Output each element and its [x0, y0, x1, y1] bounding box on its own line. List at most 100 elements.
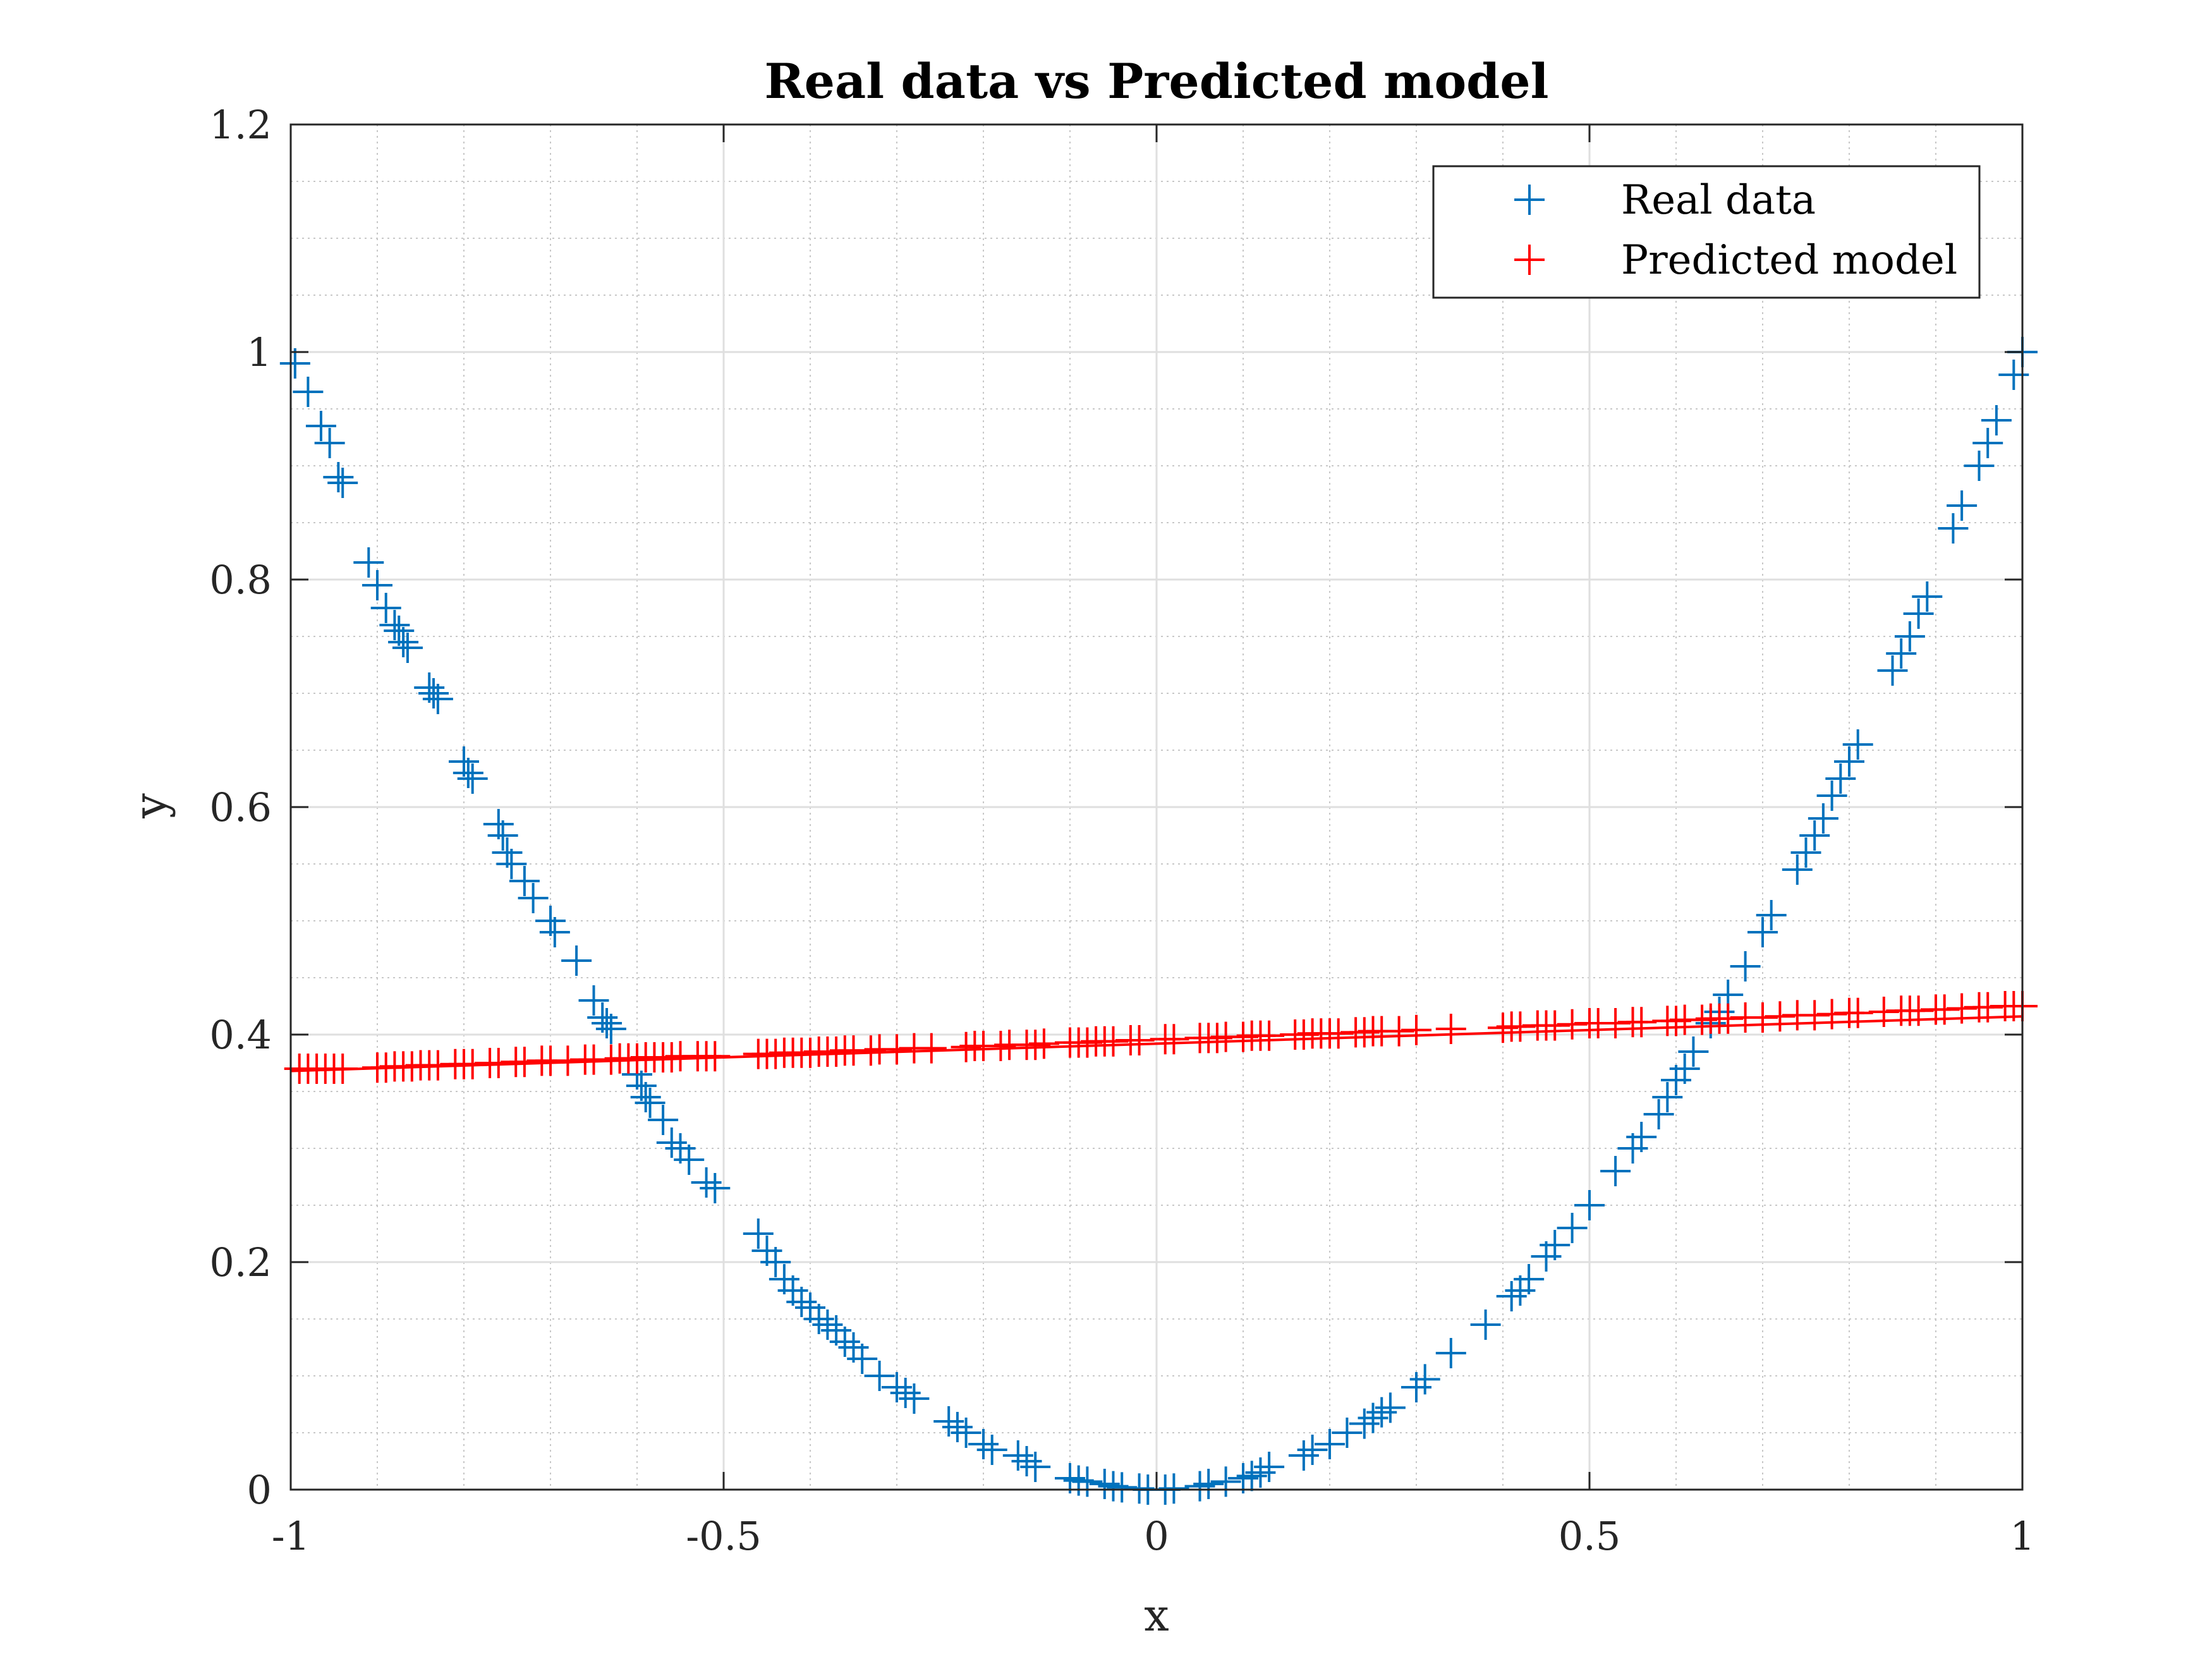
y-tick-label: 0.8 [209, 557, 272, 603]
real-data-point [786, 1287, 817, 1317]
real-data-point [1349, 1408, 1380, 1439]
x-tick-label: 1 [2010, 1513, 2034, 1559]
real-data-point [976, 1435, 1007, 1465]
real-data-point [592, 1008, 623, 1038]
y-tick-label: 0.4 [209, 1012, 272, 1058]
real-data-point [803, 1304, 834, 1334]
real-data-point [1834, 746, 1864, 777]
real-data-point [1964, 451, 1995, 481]
real-data-point [847, 1344, 878, 1374]
real-data-point [1401, 1372, 1431, 1402]
real-data-point [1011, 1446, 1042, 1476]
real-data-point [1245, 1457, 1276, 1488]
real-data-point [1756, 900, 1787, 930]
real-data-point [509, 866, 540, 896]
real-data-point [1894, 621, 1925, 652]
real-data-point [1366, 1397, 1397, 1428]
predicted-model-point [1401, 1014, 1431, 1045]
real-data-point [656, 1127, 687, 1158]
real-data-point [864, 1361, 895, 1391]
real-data-point [691, 1167, 722, 1198]
real-data-point [1574, 1190, 1605, 1220]
real-data-point [353, 547, 384, 578]
real-data-point [1747, 917, 1778, 947]
real-data-point [1236, 1461, 1267, 1492]
predicted-model-point [700, 1041, 731, 1072]
y-tick-label: 1.2 [209, 102, 272, 148]
real-data-point [1332, 1418, 1363, 1448]
real-data-point [1297, 1435, 1328, 1465]
real-data-point [1055, 1463, 1085, 1493]
y-tick-label: 0 [247, 1467, 272, 1513]
real-data-point [518, 883, 549, 913]
legend-box [1432, 165, 1981, 299]
real-data-point [487, 820, 518, 851]
predicted-model-point [1254, 1020, 1285, 1051]
real-data-point [1002, 1440, 1033, 1471]
predicted-model-point [327, 1054, 358, 1084]
real-data-point [968, 1429, 999, 1459]
real-data-point [1998, 360, 2029, 390]
real-data-point [1947, 490, 1978, 521]
real-data-point [1228, 1463, 1258, 1493]
chart-title: Real data vs Predicted model [764, 53, 1548, 109]
legend: Real data Predicted model [1432, 165, 1981, 299]
real-data-point [1816, 781, 1847, 811]
real-data-point [539, 917, 570, 947]
real-data-point [1210, 1466, 1241, 1497]
real-data-point [1842, 729, 1873, 760]
real-data-point [1193, 1469, 1224, 1499]
y-tick-label: 1 [247, 329, 272, 375]
x-tick-label: -1 [272, 1513, 310, 1559]
real-data-point [496, 849, 527, 879]
real-data-point [388, 627, 419, 657]
predicted-model-series [284, 991, 2038, 1084]
real-data-point [1315, 1429, 1345, 1459]
x-tick-labels: -1 -0.5 0 0.5 1 [272, 1513, 2035, 1559]
real-data-point [1808, 803, 1838, 834]
real-data-point [812, 1310, 843, 1340]
real-data-point [1903, 599, 1934, 629]
real-data-point [392, 633, 423, 663]
legend-item-predicted-model: Predicted model [1514, 237, 1957, 284]
real-data-point [578, 985, 609, 1016]
y-tick-label: 0.6 [209, 784, 272, 830]
legend-label-real-data: Real data [1621, 177, 1816, 224]
real-data-point [1886, 638, 1917, 669]
real-data-point [899, 1383, 930, 1414]
real-data-point [1288, 1440, 1319, 1471]
real-data-point [648, 1105, 679, 1135]
real-data-point [1089, 1469, 1120, 1499]
axis-ticks [289, 123, 2024, 1491]
real-data-point [293, 377, 324, 407]
predicted-model-point [1028, 1028, 1059, 1059]
real-data-point [630, 1082, 661, 1112]
y-tick-labels: 0 0.2 0.4 0.6 0.8 1 1.2 [209, 102, 272, 1513]
real-data-point [1972, 428, 2003, 458]
real-data-point [890, 1378, 921, 1408]
real-data-point [1496, 1281, 1527, 1311]
x-tick-label: -0.5 [686, 1513, 762, 1559]
real-data-point [942, 1412, 973, 1442]
real-data-point [882, 1372, 912, 1402]
real-data-point [1678, 1036, 1709, 1067]
y-axis-label: y [125, 793, 176, 819]
real-data-point [1184, 1471, 1215, 1502]
real-data-point [370, 593, 401, 623]
real-data-point [1825, 763, 1856, 794]
real-data-point [595, 1014, 626, 1044]
real-data-point [314, 428, 345, 458]
real-data-point [379, 610, 410, 640]
real-data-point [635, 1088, 665, 1118]
real-data-point [1158, 1473, 1189, 1504]
predicted-model-point [1842, 997, 1873, 1028]
real-data-point [951, 1418, 981, 1448]
predicted-model-point [916, 1033, 947, 1064]
real-data-point [1540, 1230, 1571, 1260]
x-tick-label: 0 [1144, 1513, 1169, 1559]
legend-item-real-data: Real data [1514, 177, 1816, 224]
real-data-point [1020, 1452, 1051, 1482]
real-data-point [1470, 1310, 1501, 1340]
real-data-point [1912, 581, 1943, 612]
